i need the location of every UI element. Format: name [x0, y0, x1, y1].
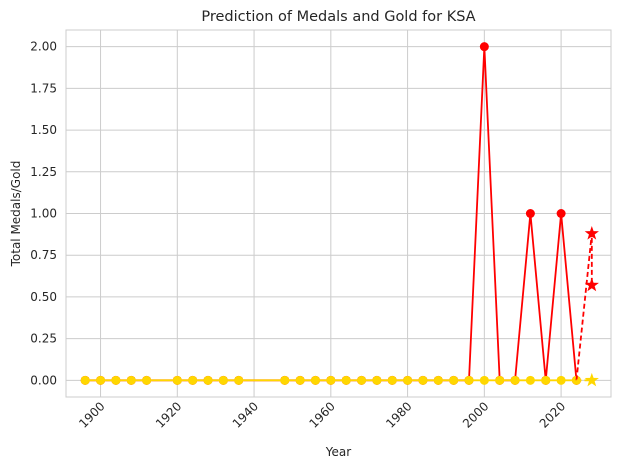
data-point [525, 375, 535, 385]
data-point [556, 209, 566, 218]
data-point [357, 375, 367, 385]
prediction-1 [576, 372, 599, 387]
data-point [449, 375, 459, 385]
data-point [341, 375, 351, 385]
y-tick-label: 1.50 [30, 123, 57, 137]
y-tick-label: 2.00 [30, 40, 57, 54]
data-point [326, 375, 336, 385]
data-point [218, 375, 228, 385]
data-point [387, 375, 397, 385]
data-point [372, 375, 382, 385]
x-tick-label: 1900 [76, 399, 107, 430]
prediction-star-marker [584, 372, 599, 387]
data-point [80, 375, 90, 385]
x-tick-label: 2000 [460, 399, 491, 430]
data-point [172, 375, 182, 385]
data-point [525, 209, 535, 218]
data-point [495, 375, 505, 385]
data-series [80, 42, 599, 387]
prediction-0 [575, 226, 599, 381]
y-tick-label: 1.00 [30, 207, 57, 221]
data-point [126, 375, 136, 385]
series-1 [80, 375, 581, 385]
data-point [280, 375, 290, 385]
x-tick-label: 1940 [230, 399, 261, 430]
prediction-star-marker [584, 277, 599, 292]
data-point [310, 375, 320, 385]
plot-frame [65, 29, 612, 398]
x-tick-label: 2020 [537, 399, 568, 430]
x-axis-ticks: 1900 1920 1940 1960 1980 2000 2020 [76, 399, 568, 430]
data-point [464, 375, 474, 385]
chart-title: Prediction of Medals and Gold for KSA [201, 9, 475, 25]
prediction-star-marker [584, 226, 599, 240]
y-tick-label: 0.50 [30, 290, 57, 304]
grid-lines [66, 30, 611, 397]
data-point [234, 375, 244, 385]
data-point [295, 375, 305, 385]
x-tick-label: 1960 [306, 399, 337, 430]
x-tick-label: 1980 [383, 399, 414, 430]
data-point [479, 42, 489, 52]
x-axis-label: Year [325, 445, 351, 459]
x-tick-label: 1920 [153, 399, 184, 430]
data-point [541, 375, 551, 385]
data-point [96, 375, 106, 385]
data-point [403, 375, 413, 385]
y-axis-label: Total Medals/Gold [9, 161, 23, 268]
y-tick-label: 0.00 [30, 373, 57, 387]
data-point [479, 375, 489, 385]
data-point [556, 375, 566, 385]
y-tick-label: 1.75 [30, 81, 57, 95]
y-tick-label: 0.25 [30, 332, 57, 346]
data-point [142, 375, 152, 385]
data-point [203, 375, 213, 385]
data-point [188, 375, 198, 385]
data-point [111, 375, 121, 385]
y-tick-label: 1.25 [30, 165, 57, 179]
data-point [510, 375, 520, 385]
data-point [433, 375, 443, 385]
data-point [418, 375, 428, 385]
y-tick-label: 0.75 [30, 248, 57, 262]
y-axis-ticks: 0.00 0.25 0.50 0.75 1.00 1.25 1.50 1.75 2.00 [30, 40, 57, 388]
